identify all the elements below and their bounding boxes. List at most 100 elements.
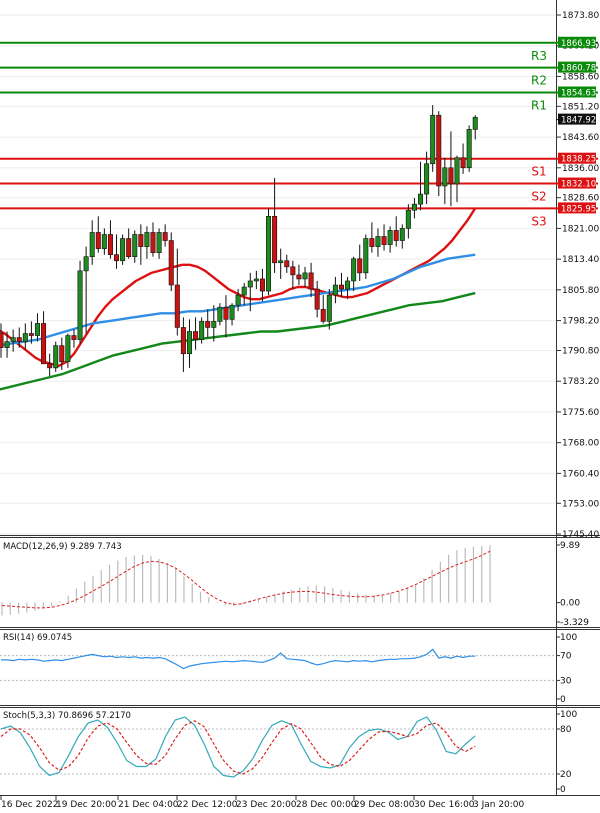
level-name-r1: R1 — [531, 98, 547, 112]
time-tick-label: 28 Dec 00:00 — [296, 800, 357, 810]
candle-up — [326, 294, 332, 322]
rsi-title: RSI(14) 69.0745 — [3, 633, 72, 643]
candle-up — [89, 232, 95, 258]
level-name-r3: R3 — [531, 49, 547, 63]
candle-up — [405, 209, 411, 229]
level-name-s2: S2 — [531, 190, 546, 204]
candle-up — [375, 236, 381, 247]
candle-up — [199, 321, 205, 340]
candle-down — [41, 323, 47, 365]
candle-up — [411, 203, 417, 211]
candle-up — [266, 215, 272, 292]
rsi-line — [1, 648, 476, 670]
level-name-s3: S3 — [531, 214, 546, 228]
candle-down — [205, 321, 211, 328]
stoch-tick-label: 80 — [560, 725, 572, 735]
candle-up — [65, 335, 71, 363]
macd-signal-line — [1, 550, 491, 609]
level-value-tag — [558, 202, 596, 214]
level-value-label: 1825.95 — [561, 204, 596, 214]
level-value-tag — [558, 86, 596, 98]
price-tick-label: 1775.60 — [562, 408, 599, 418]
candle-down — [47, 363, 53, 369]
level-value-tag — [558, 61, 596, 73]
candle-up — [10, 337, 16, 342]
candle-down — [460, 157, 466, 169]
candle-down — [107, 234, 113, 255]
level-value-tag — [558, 36, 596, 48]
price-tick-label: 1805.80 — [562, 286, 599, 296]
candle-up — [345, 280, 351, 290]
candle-up — [424, 163, 430, 195]
candle-up — [363, 238, 369, 274]
moving-average-line — [0, 291, 476, 391]
candle-down — [95, 232, 101, 249]
candle-down — [193, 331, 199, 340]
level-value-label: 1866.93 — [561, 39, 596, 49]
candle-up — [466, 129, 472, 169]
candle-down — [436, 114, 442, 187]
candle-up — [4, 341, 10, 348]
time-tick-label: 29 Dec 08:00 — [354, 800, 415, 810]
candle-down — [168, 240, 174, 286]
time-tick-label: 16 Dec 2022 — [1, 800, 59, 810]
candle-down — [0, 333, 4, 348]
candle-down — [114, 254, 120, 262]
level-value-label: 1860.78 — [561, 64, 596, 74]
candle-down — [180, 327, 186, 355]
candle-down — [59, 345, 65, 363]
macd-title: MACD(12,26,9) 9.289 7.743 — [3, 542, 122, 552]
price-tick-label: 1753.00 — [562, 499, 599, 509]
candle-up — [156, 232, 162, 253]
candle-up — [387, 230, 393, 245]
macd-tick-label: -3.329 — [560, 618, 589, 628]
candle-down — [320, 308, 326, 322]
candle-down — [28, 333, 34, 336]
level-name-s1: S1 — [531, 165, 546, 179]
candle-up — [351, 258, 357, 282]
moving-average-line — [0, 253, 476, 347]
macd-tick-label: 9.89 — [560, 541, 580, 551]
price-pane — [0, 0, 556, 535]
price-tick-label: 1760.40 — [562, 469, 599, 479]
candle-up — [83, 256, 89, 272]
candle-down — [16, 337, 22, 342]
macd-pane: MACD(12,26,9) 9.289 7.743 9.89 0.00 -3.329 — [1, 541, 589, 628]
candle-up — [144, 232, 150, 247]
stoch-k-line — [0, 716, 476, 778]
candle-down — [308, 272, 314, 290]
candle-up — [278, 260, 284, 264]
price-tick-label: 1745.40 — [562, 530, 599, 540]
candle-up — [418, 193, 424, 205]
current-price-label: 1847.92 — [561, 116, 596, 126]
candle-down — [290, 266, 296, 276]
price-tick-label: 1768.00 — [562, 439, 599, 449]
candle-down — [150, 232, 156, 253]
time-tick-label: 3 Jan 20:00 — [473, 800, 525, 810]
candles — [0, 105, 478, 376]
candle-up — [247, 280, 253, 288]
price-tick-label: 1873.80 — [562, 11, 599, 21]
candle-up — [235, 294, 241, 306]
price-tick-label: 1813.40 — [562, 255, 599, 265]
candle-down — [314, 288, 320, 310]
rsi-tick-label: 70 — [560, 652, 572, 662]
candle-down — [174, 284, 180, 328]
candle-up — [53, 345, 59, 369]
time-tick-label: 30 Dec 16:00 — [414, 800, 475, 810]
price-tick-label: 1790.80 — [562, 346, 599, 356]
candle-down — [71, 335, 77, 340]
candle-up — [132, 234, 138, 258]
candle-up — [211, 321, 217, 328]
price-tick-label: 1836.00 — [562, 164, 599, 174]
price-tick-label: 1851.20 — [562, 102, 599, 112]
stoch-pane: Stoch(5,3,3) 70.8696 57.2170 100 80 20 0 — [0, 710, 577, 795]
candle-down — [448, 167, 454, 185]
rsi-tick-label: 30 — [560, 676, 572, 686]
level-value-tag — [558, 152, 596, 164]
candle-down — [357, 258, 363, 274]
candle-up — [253, 278, 259, 282]
price-tick-label: 1843.60 — [562, 133, 599, 143]
